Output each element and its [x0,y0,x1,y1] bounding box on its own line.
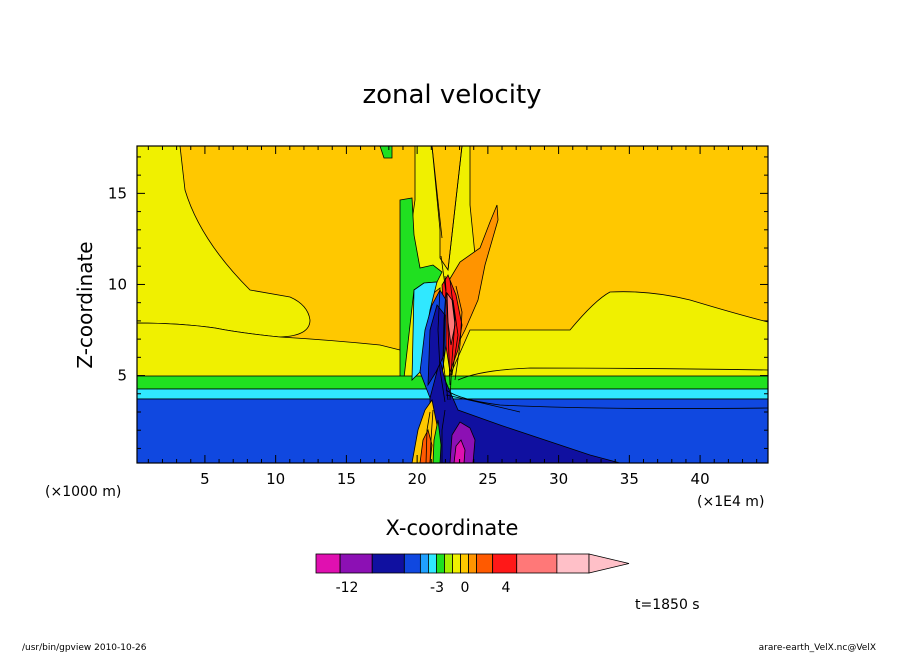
footer-right: arare-earth_VelX.nc@VelX [759,643,876,653]
x-axis-label: X-coordinate [386,516,519,540]
green-horizontal-band [137,375,768,390]
colorbar-segment [428,553,437,574]
contour-line-group [425,146,768,463]
colorbar-segment [436,553,445,574]
contour-plot [137,146,768,463]
colorbar-label: -12 [336,580,359,596]
navy-lower-region [429,359,621,463]
time-label: t=1850 s [635,597,700,613]
colorbar-segment [452,553,461,574]
y-tick-label: 10 [108,275,127,293]
colorbar-segment [556,553,590,574]
x-unit-note: (×1E4 m) [697,494,764,510]
y-tick-label: 5 [117,367,127,385]
chart-title: zonal velocity [362,80,541,110]
colorbar-segment [444,553,453,574]
colorbar-segment [339,553,373,574]
x-tick-label: 20 [408,470,427,488]
colorbar-segment [468,553,477,574]
x-tick-label: 40 [691,470,710,488]
x-tick-label: 30 [549,470,568,488]
colorbar-label: 4 [502,580,511,596]
center-red-strand [419,428,433,463]
colorbar-segment [516,553,558,574]
x-tick-label: 10 [266,470,285,488]
center-green-strand [432,419,442,463]
navy-column-region [427,304,446,387]
x-tick-label: 5 [200,470,210,488]
x-scale-note: (×1000 m) [45,484,121,500]
x-tick-label: 35 [620,470,639,488]
colorbar-segment [460,553,469,574]
colorbar-label: 0 [461,580,470,596]
colorbar-segment [371,553,405,574]
y-axis-label: Z-coordinate [73,241,97,368]
colorbar-segment [315,553,341,574]
colorbar: -12 -3 0 4 [315,553,630,596]
plot-frame [136,145,769,464]
colorbar-segment [492,553,518,574]
footer-left: /usr/bin/gpview 2010-10-26 [22,643,147,653]
magenta-lower-region [453,439,466,463]
colorbar-segment [419,553,429,574]
colorbar-segment [403,553,421,574]
y-tick-label: 15 [108,184,127,202]
x-tick-label: 25 [478,470,497,488]
axes: 5 10 15 20 25 30 35 40 5 10 15 [108,146,768,488]
colorbar-label: -3 [430,580,444,596]
colorbar-arrow [588,553,630,574]
x-tick-label: 15 [337,470,356,488]
colorbar-segment [476,553,494,574]
